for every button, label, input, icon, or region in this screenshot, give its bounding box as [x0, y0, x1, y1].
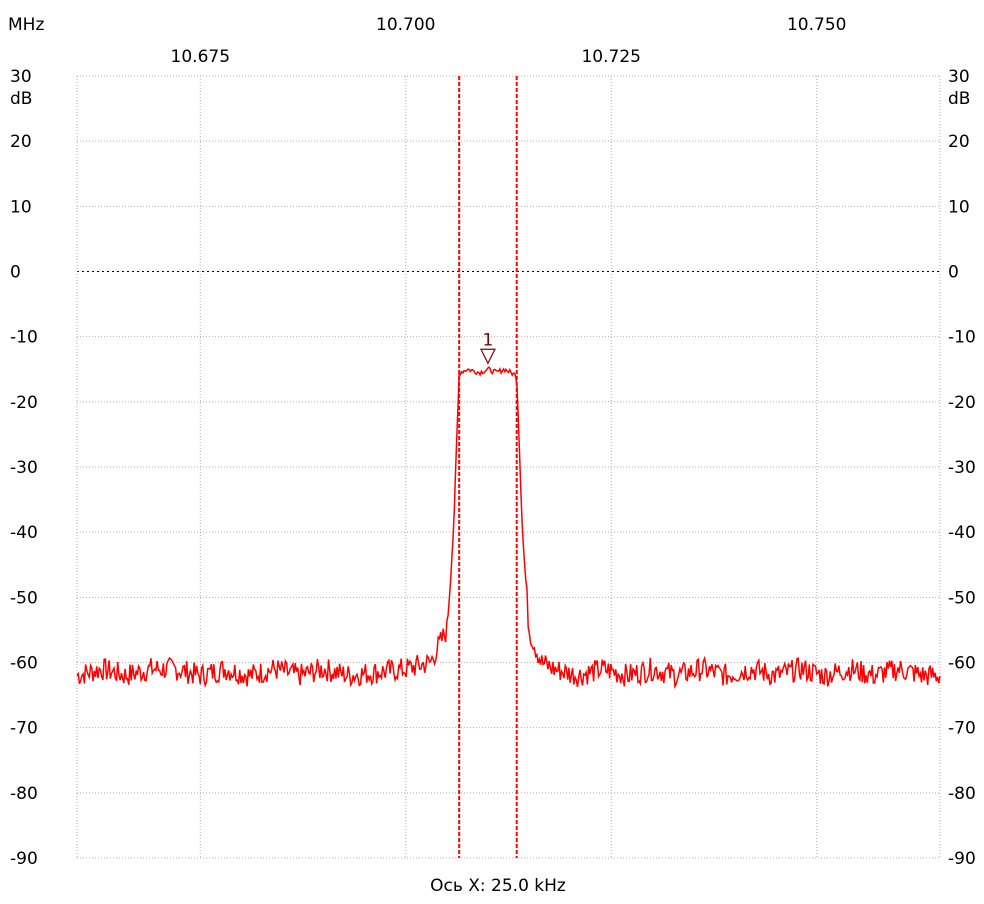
- y-tick-label-left: 10: [10, 197, 32, 217]
- series-line: [76, 366, 941, 690]
- y-tick-label-right: -70: [948, 719, 976, 739]
- y-unit-label-right: dB: [948, 89, 970, 109]
- y-tick-label-left: -70: [10, 719, 38, 739]
- y-tick-label-right: -40: [948, 523, 976, 543]
- y-tick-label-left: -10: [10, 328, 38, 348]
- y-tick-label-right: -60: [948, 654, 976, 674]
- y-tick-label-right: -80: [948, 784, 976, 804]
- y-tick-label-left: -50: [10, 588, 38, 608]
- y-tick-label-right: -90: [948, 849, 976, 869]
- x-tick-label-upper: 10.750: [787, 15, 846, 35]
- y-tick-label-right: -30: [948, 458, 976, 478]
- trace: [76, 366, 941, 690]
- y-tick-label-right: 20: [948, 132, 970, 152]
- x-tick-label-upper: 10.700: [376, 15, 435, 35]
- y-tick-label-right: 0: [948, 263, 959, 283]
- y-tick-label-left: -80: [10, 784, 38, 804]
- x-axis: 10.700 10.750 10.675 10.725: [171, 15, 847, 67]
- y-tick-label-left: -60: [10, 654, 38, 674]
- x-axis-label: Ось X: 25.0 kHz: [430, 876, 566, 896]
- y-tick-label-left: -40: [10, 523, 38, 543]
- marker: 1: [479, 330, 496, 365]
- y-tick-label-right: -10: [948, 328, 976, 348]
- y-tick-label-left: -20: [10, 393, 38, 413]
- y-axis-left: 30 20 10 0 -10 -20 -30 -40 -50 -60 -70 -80 -90: [10, 67, 38, 869]
- x-unit-label: MHz: [8, 15, 44, 35]
- y-tick-label-left: -90: [10, 849, 38, 869]
- cursor-lines: [458, 76, 518, 858]
- marker-triangle: [479, 348, 496, 365]
- y-tick-label-right: 30: [948, 67, 970, 87]
- y-tick-label-right: -50: [948, 588, 976, 608]
- grid: [76, 75, 941, 859]
- y-tick-label-left: 30: [10, 67, 32, 87]
- y-tick-label-left: -30: [10, 458, 38, 478]
- y-tick-label-right: -20: [948, 393, 976, 413]
- marker-label: 1: [483, 330, 494, 350]
- x-tick-label-lower: 10.675: [171, 47, 230, 67]
- y-tick-label-left: 20: [10, 132, 32, 152]
- y-axis-right: 30 20 10 0 -10 -20 -30 -40 -50 -60 -70 -80 -90: [948, 67, 976, 869]
- y-unit-label-left: dB: [10, 89, 32, 109]
- x-tick-label-lower: 10.725: [581, 47, 640, 67]
- y-tick-label-left: 0: [10, 263, 21, 283]
- y-tick-label-right: 10: [948, 197, 970, 217]
